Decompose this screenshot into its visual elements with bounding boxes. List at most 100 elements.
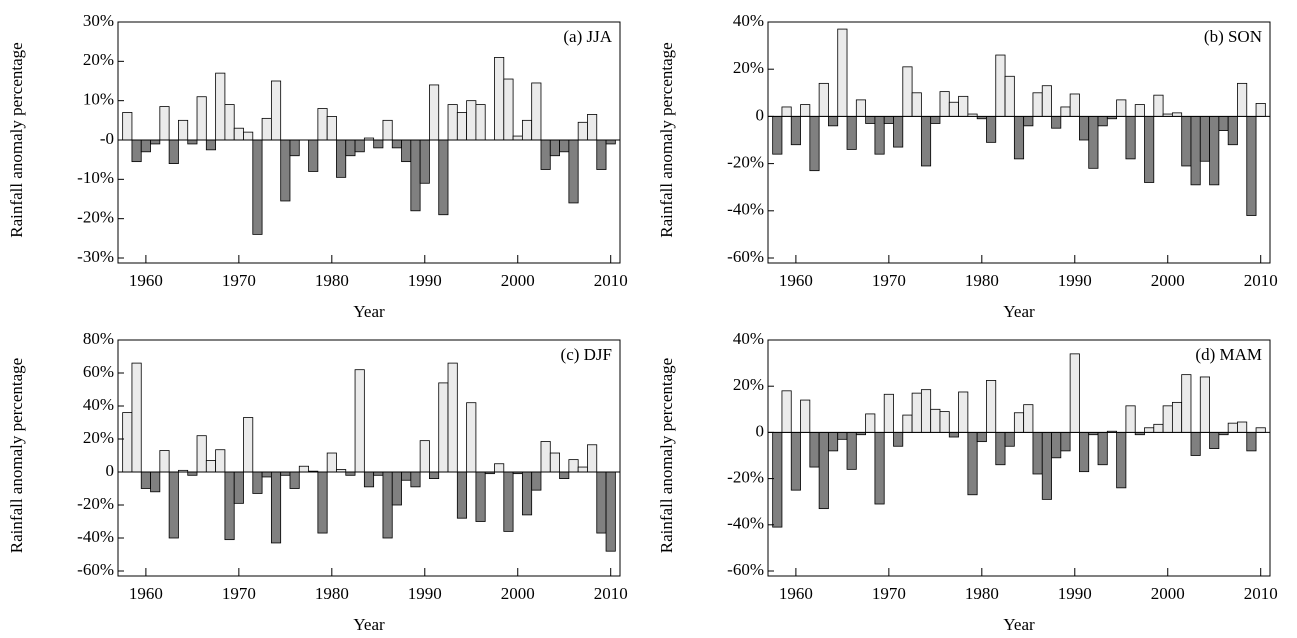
bar — [846, 116, 857, 150]
bar — [1023, 116, 1034, 127]
bar — [1153, 423, 1164, 433]
bar — [1227, 422, 1238, 433]
panel-title: (c) DJF — [561, 345, 612, 364]
y-tick-label: 0 — [756, 105, 765, 124]
panel: -30% -20% -10% -0 10% 20% 30% 1960 1970 1980 1990 2… — [7, 11, 628, 321]
bar — [920, 116, 932, 167]
bar — [354, 139, 365, 153]
bar — [1255, 103, 1266, 117]
bar — [1051, 116, 1062, 129]
bar — [828, 431, 839, 452]
x-tick-label: 1980 — [315, 271, 349, 290]
bar — [261, 471, 272, 478]
bar — [419, 139, 430, 184]
bar — [772, 431, 783, 528]
bar — [893, 431, 904, 447]
bar — [549, 452, 560, 473]
bar — [1097, 431, 1108, 466]
bar — [159, 450, 170, 473]
bar — [1097, 116, 1108, 127]
y-tick-label: -20% — [77, 208, 114, 227]
x-tick-label: 2010 — [1244, 584, 1278, 603]
bar — [205, 460, 217, 473]
bar — [401, 139, 412, 163]
bar — [326, 452, 337, 473]
y-axis-label: Rainfall anomaly percentage — [657, 42, 676, 237]
bar — [1255, 427, 1266, 433]
y-axis-label: Rainfall anomaly percentage — [7, 358, 26, 553]
y-tick-label: -20% — [727, 153, 764, 172]
y-tick-label: -40% — [727, 200, 764, 219]
bar — [1032, 431, 1043, 475]
bar — [243, 131, 254, 141]
bar — [540, 139, 551, 170]
bar — [986, 116, 997, 143]
bar — [1144, 116, 1155, 183]
y-tick-label: -40% — [77, 527, 114, 546]
bar — [1013, 412, 1025, 433]
bar — [131, 139, 142, 163]
bar — [363, 471, 375, 488]
x-axis-label: Year — [353, 302, 385, 321]
bar — [1246, 431, 1257, 452]
y-tick-label: 20% — [733, 58, 764, 77]
x-axis-label: Year — [353, 615, 385, 634]
bar — [1171, 112, 1183, 117]
y-tick-label: -20% — [77, 494, 114, 513]
x-tick-label: 1990 — [408, 584, 442, 603]
bar — [781, 390, 792, 433]
plot-frame — [767, 339, 1271, 577]
bar — [939, 411, 950, 433]
bar — [131, 362, 142, 473]
bar — [140, 139, 151, 153]
bar — [205, 139, 217, 151]
bar — [382, 119, 393, 141]
x-tick-label: 2010 — [594, 584, 628, 603]
y-tick-label: 20% — [83, 428, 114, 447]
y-tick-label: 30% — [83, 11, 114, 30]
bar — [1051, 431, 1062, 459]
bar — [215, 449, 226, 473]
bar — [577, 466, 588, 473]
bar — [373, 139, 384, 149]
bar — [883, 393, 894, 433]
bar — [354, 369, 365, 473]
bar — [577, 121, 588, 141]
bar — [1060, 431, 1071, 452]
bar — [512, 135, 523, 141]
bar — [1227, 116, 1238, 146]
bar — [1153, 94, 1164, 117]
x-tick-label: 1990 — [408, 271, 442, 290]
bar — [466, 100, 477, 141]
bar — [568, 459, 579, 473]
bar — [438, 139, 449, 216]
bar — [317, 108, 328, 141]
bar — [559, 139, 570, 153]
x-axis-label: Year — [1003, 302, 1035, 321]
bar — [475, 471, 486, 522]
bar — [159, 106, 170, 141]
y-tick-label: -60% — [727, 247, 764, 266]
bar — [596, 471, 607, 534]
bar — [939, 91, 950, 117]
bar — [410, 139, 421, 212]
bar — [800, 399, 811, 433]
bar — [958, 391, 969, 433]
bar — [587, 444, 598, 473]
bar — [967, 431, 978, 496]
x-axis-label: Year — [1003, 615, 1035, 634]
bar — [187, 139, 198, 145]
y-tick-label: -60% — [77, 560, 114, 579]
bar — [401, 471, 412, 481]
bar — [828, 116, 839, 127]
bar — [233, 127, 244, 141]
bar — [280, 139, 291, 202]
bar — [948, 431, 959, 438]
bar — [1199, 116, 1210, 162]
x-tick-label: 1960 — [779, 271, 813, 290]
bar — [1199, 376, 1210, 433]
bar — [196, 435, 207, 473]
bar — [1088, 116, 1099, 169]
bar — [494, 57, 505, 141]
y-tick-label: -0 — [100, 129, 114, 148]
